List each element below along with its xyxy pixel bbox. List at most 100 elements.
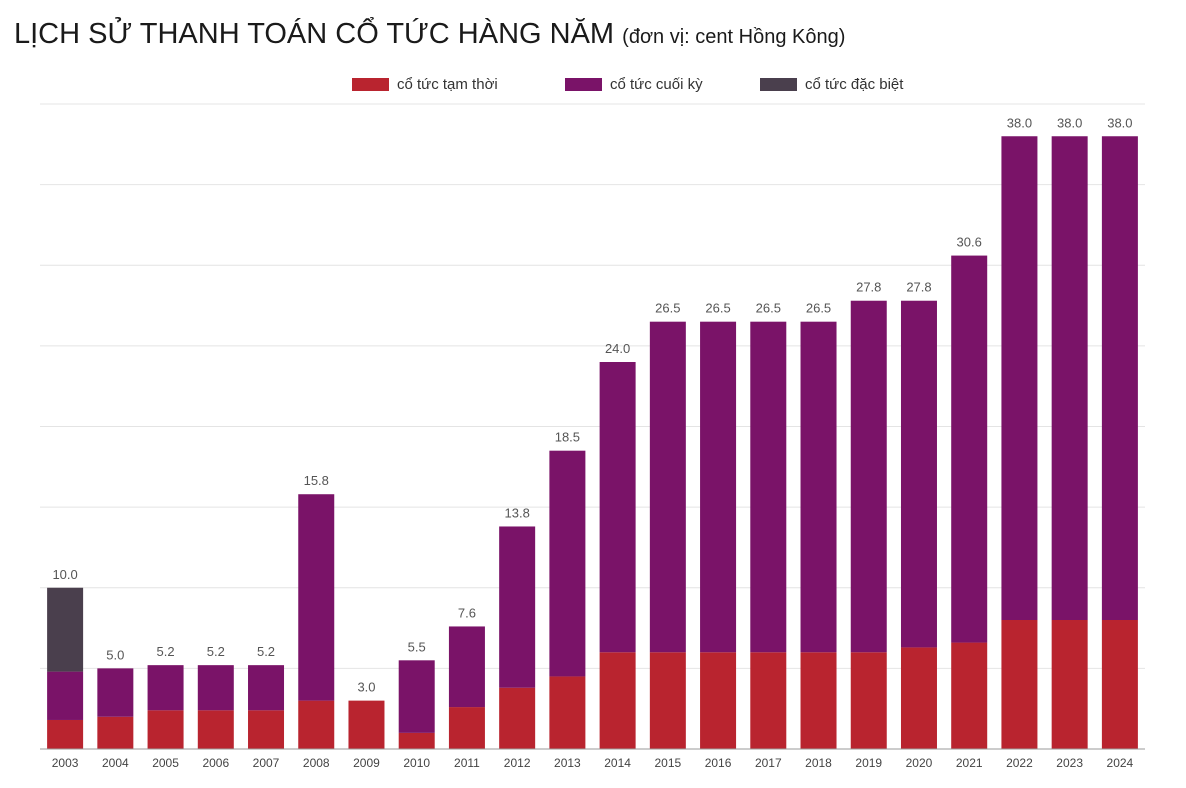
bar-interim-2020 [900,647,937,749]
x-tick-label-2009: 2009 [353,756,380,770]
data-label-2022: 38.0 [1007,115,1032,130]
data-label-2015: 26.5 [655,301,680,316]
data-label-2020: 27.8 [906,280,931,295]
bar-interim-2008 [298,700,335,749]
data-label-2017: 26.5 [756,301,781,316]
data-label-2023: 38.0 [1057,115,1082,130]
bar-final-2013 [549,450,586,677]
data-label-2024: 38.0 [1107,115,1132,130]
bar-interim-2021 [951,642,988,749]
bar-final-2011 [448,626,485,708]
bar-final-2004 [97,668,134,717]
bar-interim-2004 [97,716,134,749]
bar-final-2012 [499,526,536,688]
bar-interim-2006 [197,710,234,749]
bar-final-2008 [298,494,335,701]
chart-title-main: LỊCH SỬ THANH TOÁN CỔ TỨC HÀNG NĂM [14,18,615,50]
x-tick-label-2007: 2007 [253,756,280,770]
bar-interim-2014 [599,652,636,749]
bar-interim-2009 [348,700,385,749]
legend-label-final: cổ tức cuối kỳ [610,76,703,93]
data-label-2010: 5.5 [408,639,426,654]
data-label-2016: 26.5 [705,301,730,316]
bar-final-2006 [197,665,234,711]
data-label-2019: 27.8 [856,280,881,295]
data-label-2013: 18.5 [555,430,580,445]
bar-final-2022 [1001,136,1038,620]
bar-final-2005 [147,665,184,711]
x-tick-label-2020: 2020 [906,756,933,770]
bar-interim-2024 [1101,620,1138,749]
x-tick-label-2023: 2023 [1056,756,1083,770]
bar-interim-2017 [750,652,787,749]
bar-interim-2023 [1051,620,1088,749]
bar-final-2016 [700,321,737,653]
bar-interim-2011 [448,707,485,749]
x-tick-label-2006: 2006 [202,756,229,770]
x-tick-label-2017: 2017 [755,756,782,770]
bar-final-2024 [1101,136,1138,620]
bar-final-2020 [900,300,937,648]
x-tick-label-2021: 2021 [956,756,983,770]
data-label-2018: 26.5 [806,301,831,316]
bar-interim-2012 [499,687,536,749]
x-tick-label-2012: 2012 [504,756,531,770]
x-tick-label-2024: 2024 [1107,756,1134,770]
bar-final-2023 [1051,136,1088,620]
x-tick-label-2018: 2018 [805,756,832,770]
data-label-2003: 10.0 [52,567,77,582]
x-tick-label-2016: 2016 [705,756,732,770]
x-tick-label-2022: 2022 [1006,756,1033,770]
legend-swatch-final [565,78,602,91]
bar-final-2007 [248,665,285,711]
legend-item-final[interactable]: cổ tức cuối kỳ [565,76,703,93]
data-label-2011: 7.6 [458,605,476,620]
bar-interim-2005 [147,710,184,749]
chart-title-unit: (đơn vị: cent Hồng Kông) [622,26,846,48]
legend-label-special: cổ tức đặc biệt [805,76,904,93]
data-label-2009: 3.0 [357,680,375,695]
data-label-2008: 15.8 [304,473,329,488]
data-label-2007: 5.2 [257,644,275,659]
x-tick-label-2013: 2013 [554,756,581,770]
chart-title: LỊCH SỬ THANH TOÁN CỔ TỨC HÀNG NĂM (đơn … [14,18,845,51]
bar-interim-2003 [47,719,84,749]
bar-interim-2010 [398,732,435,749]
legend-swatch-interim [352,78,389,91]
x-tick-label-2011: 2011 [454,756,480,770]
x-tick-label-2019: 2019 [855,756,882,770]
bar-final-2019 [850,300,887,653]
bar-interim-2018 [800,652,837,749]
bar-interim-2013 [549,676,586,749]
data-label-2005: 5.2 [157,644,175,659]
bar-special-2003 [47,587,84,672]
bar-interim-2007 [248,710,285,749]
legend-item-special[interactable]: cổ tức đặc biệt [760,76,903,93]
bar-final-2017 [750,321,787,653]
x-tick-label-2004: 2004 [102,756,129,770]
data-label-2014: 24.0 [605,341,630,356]
legend-swatch-special [760,78,797,91]
bar-interim-2016 [700,652,737,749]
bar-interim-2015 [649,652,686,749]
x-tick-label-2008: 2008 [303,756,330,770]
data-label-2006: 5.2 [207,644,225,659]
x-tick-label-2014: 2014 [604,756,631,770]
data-label-2021: 30.6 [957,235,982,250]
bar-final-2015 [649,321,686,653]
legend-label-interim: cổ tức tạm thời [397,76,498,93]
bar-interim-2019 [850,652,887,749]
data-label-2012: 13.8 [505,505,530,520]
bar-final-2014 [599,362,636,653]
bar-final-2018 [800,321,837,653]
bar-final-2010 [398,660,435,733]
x-tick-label-2010: 2010 [403,756,430,770]
x-tick-label-2015: 2015 [654,756,681,770]
bar-interim-2022 [1001,620,1038,749]
bar-final-2021 [951,255,988,643]
x-tick-label-2003: 2003 [52,756,79,770]
legend-item-interim[interactable]: cổ tức tạm thời [352,76,498,93]
data-label-2004: 5.0 [106,647,124,662]
bar-final-2003 [47,671,84,720]
